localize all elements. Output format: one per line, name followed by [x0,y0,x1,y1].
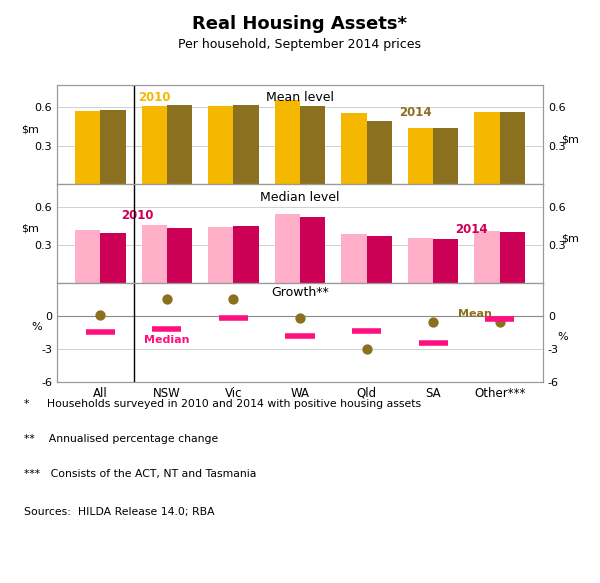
Bar [142,106,167,184]
Bar [300,217,325,283]
Bar [208,106,233,184]
Y-axis label: $m: $m [561,233,578,243]
Y-axis label: $m: $m [22,223,39,233]
Text: ***   Consists of the ACT, NT and Tasmania: *** Consists of the ACT, NT and Tasmania [24,469,256,479]
Y-axis label: %: % [558,332,568,342]
Bar [341,113,367,184]
Text: Median level: Median level [260,191,340,203]
Bar [100,110,125,184]
Point [229,294,238,304]
Bar [341,234,367,283]
Text: Sources:  HILDA Release 14.0; RBA: Sources: HILDA Release 14.0; RBA [24,507,215,517]
Bar [275,213,300,283]
Point [95,310,105,319]
Bar [233,105,259,184]
Bar [142,225,167,283]
Text: 2014: 2014 [400,106,432,120]
Text: Growth**: Growth** [271,286,329,298]
Bar [408,128,433,184]
Point [162,294,172,304]
Text: 2014: 2014 [455,223,487,236]
Bar [75,230,100,283]
Bar [75,111,100,184]
Text: Per household, September 2014 prices: Per household, September 2014 prices [179,38,421,51]
Text: **    Annualised percentage change: ** Annualised percentage change [24,434,218,444]
Bar [475,112,500,184]
Point [295,313,305,322]
Bar [275,100,300,184]
Bar [408,238,433,283]
Bar [167,105,192,184]
Bar [500,112,525,184]
Y-axis label: %: % [32,322,42,332]
Y-axis label: $m: $m [561,134,578,144]
Point [428,318,438,327]
Point [362,344,371,353]
Bar [208,227,233,283]
Text: 2010: 2010 [121,209,154,222]
Text: 2010: 2010 [138,91,170,104]
Bar [500,232,525,283]
Bar [367,236,392,283]
Bar [367,121,392,184]
Text: Median: Median [143,335,189,345]
Bar [100,233,125,283]
Bar [433,239,458,283]
Y-axis label: $m: $m [22,124,39,134]
Bar [433,128,458,184]
Bar [233,226,259,283]
Text: Mean level: Mean level [266,92,334,104]
Bar [475,231,500,283]
Bar [300,106,325,184]
Bar [167,228,192,283]
Text: Real Housing Assets*: Real Housing Assets* [193,15,407,33]
Text: *     Households surveyed in 2010 and 2014 with positive housing assets: * Households surveyed in 2010 and 2014 w… [24,399,421,409]
Text: Mean: Mean [458,308,493,318]
Point [495,318,505,327]
